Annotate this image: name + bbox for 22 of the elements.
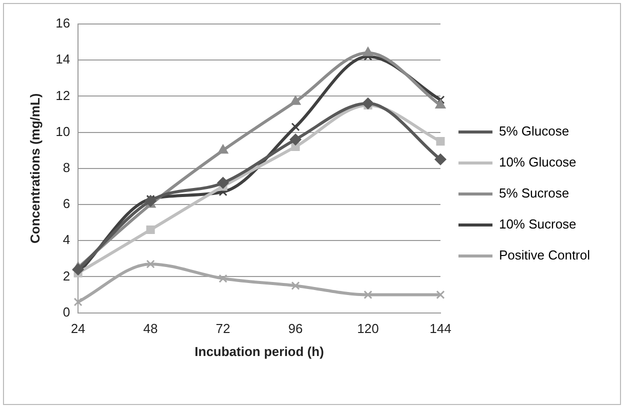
legend-label: 5% Sucrose [498, 186, 570, 201]
y-tick-label: 10 [56, 124, 70, 139]
legend-label: 10% Glucose [498, 154, 576, 170]
y-tick-label: 0 [62, 304, 70, 320]
y-tick-label: 2 [62, 268, 70, 284]
y-tick-label: 4 [62, 232, 70, 248]
y-tick-label: 12 [56, 88, 70, 103]
x-tick-label: 48 [143, 321, 158, 336]
legend-label: Positive Control [498, 248, 590, 263]
x-axis-title: Incubation period (h) [194, 344, 324, 359]
legend-label: 10% Sucrose [498, 216, 576, 232]
x-tick-label: 96 [288, 321, 303, 336]
y-tick-label: 14 [56, 52, 70, 67]
x-tick-label: 24 [70, 321, 86, 336]
x-tick-label: 120 [357, 321, 379, 336]
y-tick-label: 8 [62, 160, 70, 175]
y-tick-label: 16 [56, 16, 70, 31]
legend-label: 5% Glucose [498, 124, 570, 139]
y-tick-label: 6 [62, 196, 70, 212]
x-tick-label: 72 [216, 321, 230, 336]
y-axis-title: Concentrations (mg/mL) [27, 93, 42, 244]
x-tick-label: 144 [430, 321, 452, 336]
